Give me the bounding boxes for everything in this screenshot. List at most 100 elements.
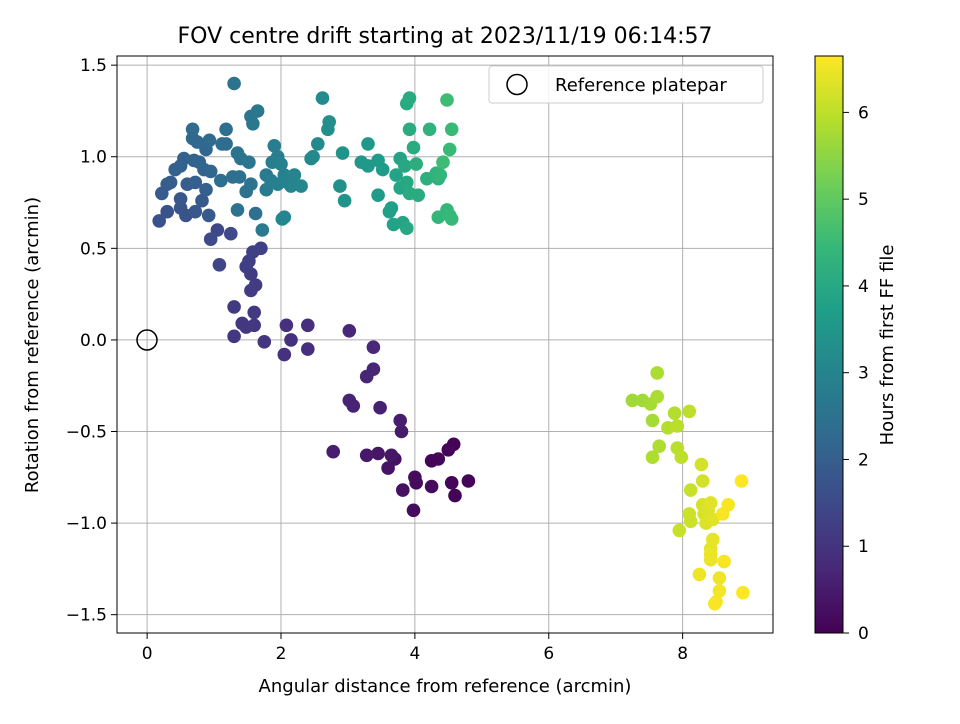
reference-platepar-marker: [136, 329, 158, 351]
data-point: [461, 474, 476, 488]
legend-label: Reference platepar: [555, 75, 727, 96]
data-point: [652, 439, 666, 454]
data-point: [254, 241, 268, 256]
data-point: [408, 470, 422, 485]
data-point: [246, 117, 260, 131]
data-point: [411, 188, 426, 202]
data-point: [400, 175, 414, 190]
data-point: [645, 413, 660, 428]
data-point: [214, 173, 228, 188]
x-tick-label: 0: [142, 644, 153, 664]
colorbar-tick-label: 3: [858, 364, 869, 384]
data-point: [160, 204, 174, 219]
data-point: [371, 446, 385, 461]
data-point: [177, 151, 191, 166]
data-point: [683, 514, 698, 529]
data-point: [227, 76, 241, 91]
x-axis-label: Angular distance from reference (arcmin): [259, 676, 632, 697]
data-point: [672, 523, 687, 538]
data-point: [402, 122, 417, 137]
x-tick-label: 2: [276, 644, 287, 664]
colorbar: [814, 55, 844, 634]
data-point: [736, 585, 750, 600]
data-point: [342, 393, 357, 408]
data-point: [734, 474, 749, 488]
data-point: [448, 488, 462, 503]
data-point: [406, 140, 421, 155]
data-point: [717, 554, 731, 569]
colorbar-tick-label: 6: [858, 103, 869, 123]
data-point: [436, 155, 450, 169]
data-point: [384, 448, 399, 463]
data-point: [188, 204, 203, 219]
data-point: [389, 168, 403, 182]
data-point: [645, 450, 660, 465]
data-point: [257, 335, 272, 349]
data-point: [219, 137, 233, 151]
data-point: [667, 406, 682, 421]
data-point: [424, 479, 439, 494]
y-axis-label: Rotation from reference (arcmin): [22, 197, 43, 493]
x-tick-label: 4: [409, 644, 420, 664]
colorbar-tick-label: 1: [858, 537, 869, 557]
data-point: [287, 168, 302, 182]
legend-box: [488, 65, 764, 104]
data-point: [235, 316, 249, 331]
data-point: [224, 226, 238, 241]
y-tick-label: 1.0: [80, 148, 107, 168]
data-point: [294, 179, 308, 193]
data-point: [277, 347, 292, 362]
data-point: [195, 193, 209, 208]
y-tick-label: 1.5: [80, 56, 107, 76]
data-point: [227, 329, 241, 344]
data-point: [394, 424, 409, 439]
data-point: [371, 188, 385, 202]
data-point: [185, 122, 200, 137]
data-point: [306, 149, 320, 164]
data-point: [301, 342, 315, 356]
data-point: [650, 366, 664, 380]
data-point: [444, 122, 459, 137]
data-point: [695, 474, 710, 488]
x-tick-label: 6: [543, 644, 554, 664]
data-point: [442, 142, 457, 157]
data-point: [342, 324, 357, 338]
data-point: [333, 179, 347, 193]
data-point: [444, 212, 459, 226]
data-point: [188, 175, 203, 190]
data-point: [361, 137, 375, 151]
data-point: [361, 159, 375, 173]
y-tick-label: −1.0: [66, 514, 107, 534]
data-points: [152, 76, 750, 611]
colorbar-ticks: 0 1 2 3 4 5 6: [843, 103, 869, 644]
colorbar-tick-label: 0: [858, 624, 869, 644]
data-point: [375, 162, 390, 177]
data-point: [393, 413, 408, 428]
y-tick-label: 0.0: [80, 331, 107, 351]
chart-title: FOV centre drift starting at 2023/11/19 …: [178, 24, 713, 49]
legend: Reference platepar: [488, 65, 764, 104]
data-point: [279, 318, 294, 333]
data-point: [381, 461, 395, 475]
data-point: [284, 179, 298, 193]
data-point: [692, 567, 707, 582]
data-point: [173, 192, 188, 206]
data-point: [250, 104, 265, 118]
data-point: [706, 512, 720, 527]
data-point: [694, 457, 709, 472]
colorbar-tick-label: 5: [858, 190, 869, 210]
data-point: [337, 193, 352, 208]
y-tick-label: −0.5: [66, 423, 107, 443]
data-point: [267, 139, 282, 153]
colorbar-tick-label: 2: [858, 450, 869, 470]
data-point: [326, 444, 341, 459]
data-point: [712, 584, 727, 598]
data-point: [232, 170, 247, 184]
data-point: [152, 214, 166, 228]
data-point: [247, 305, 261, 320]
data-point: [311, 137, 325, 151]
data-point: [275, 212, 290, 226]
data-point: [703, 552, 718, 567]
